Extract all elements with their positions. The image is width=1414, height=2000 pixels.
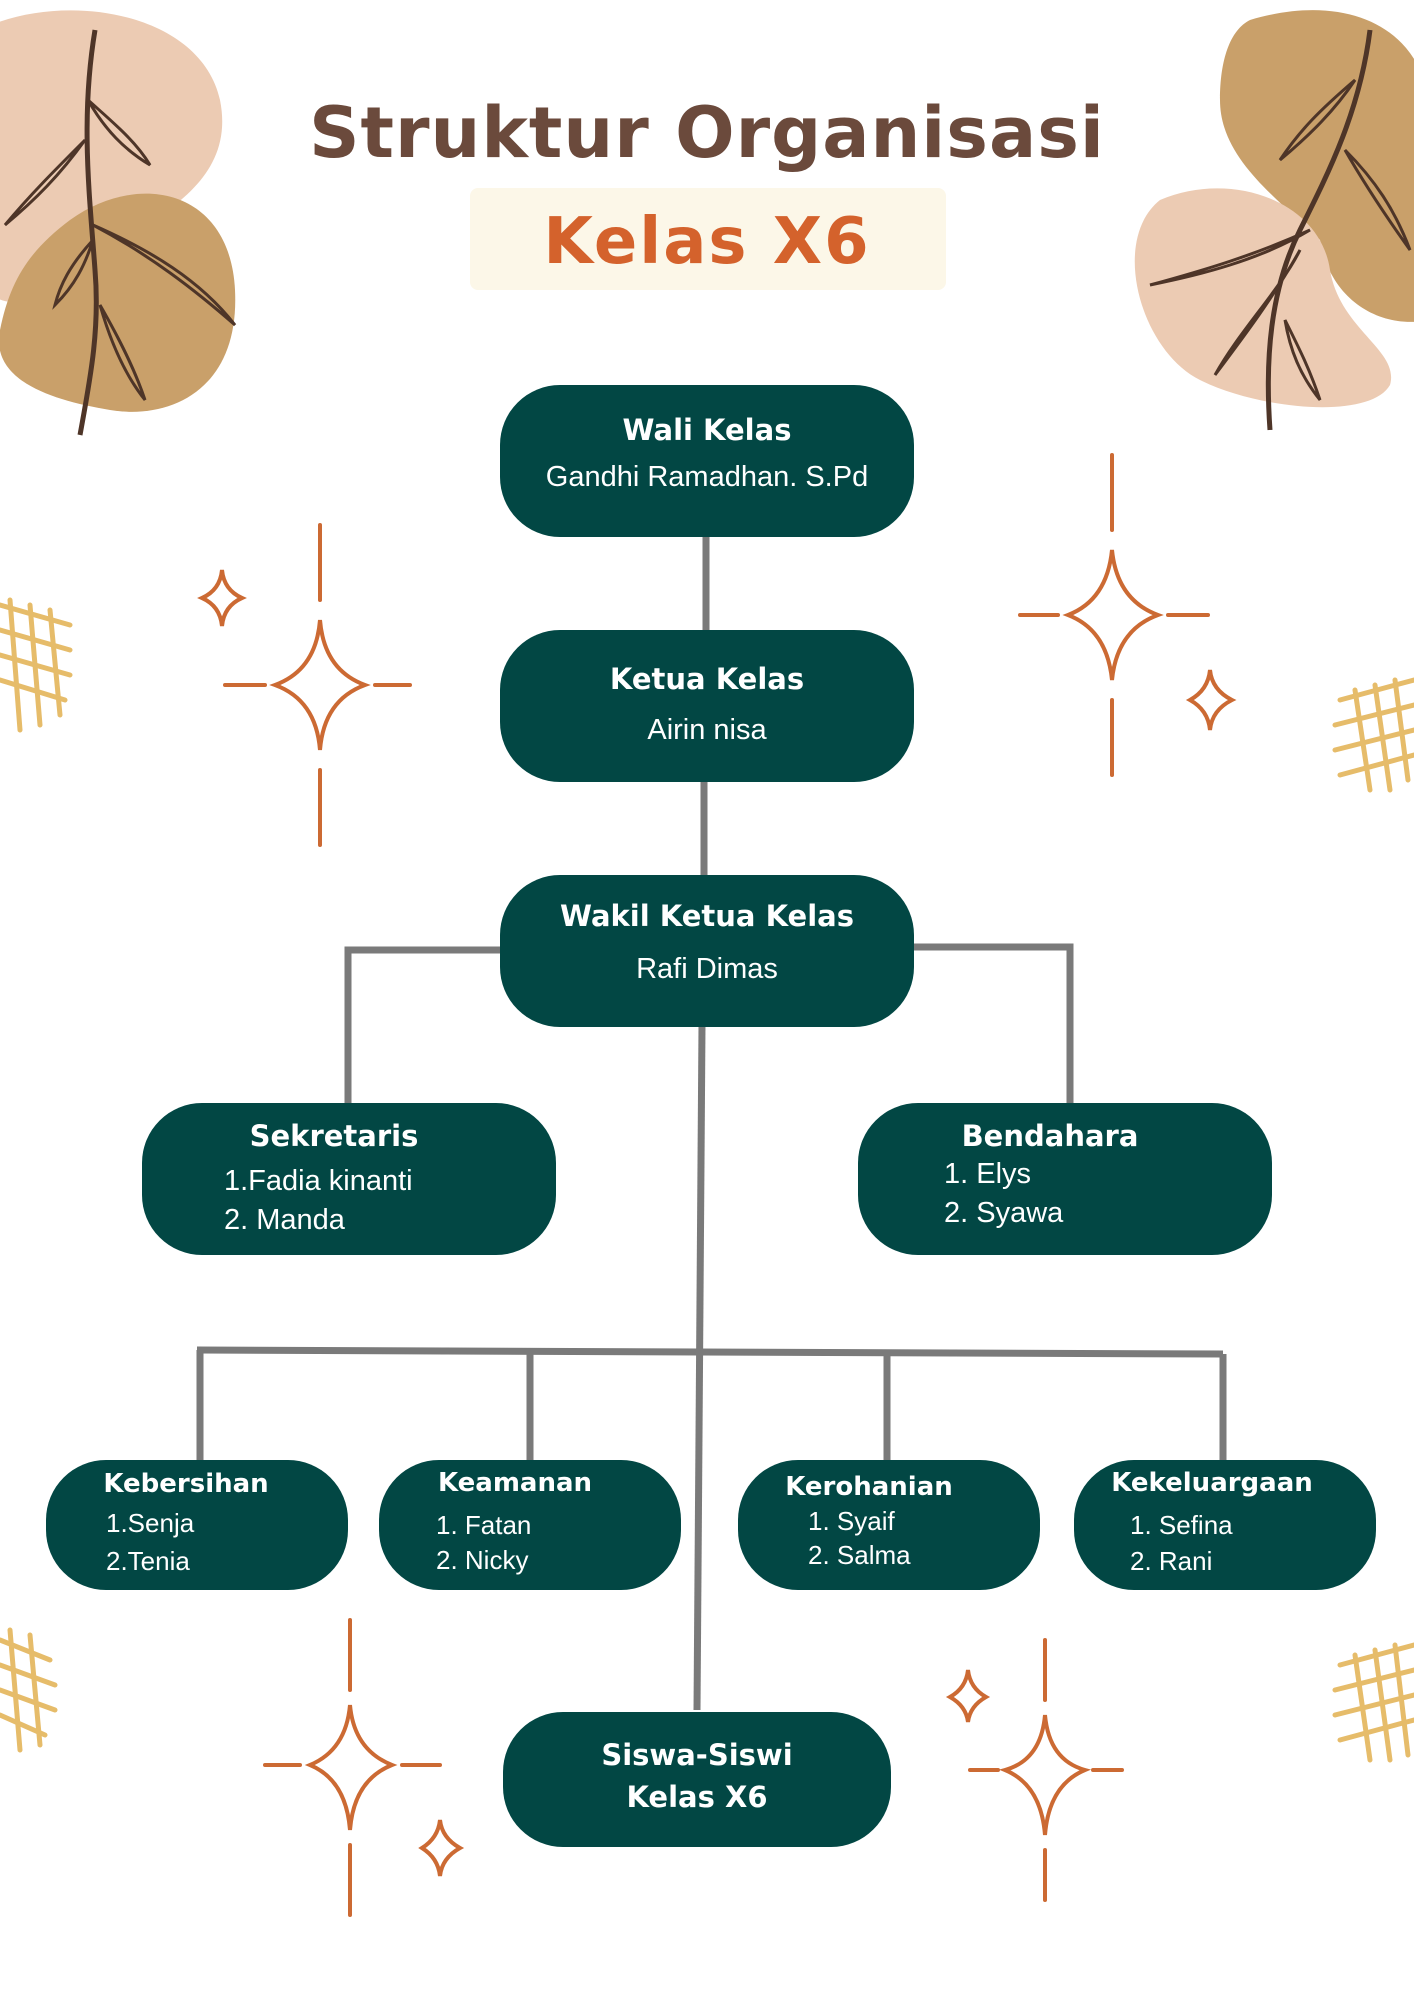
page-title: Struktur Organisasi bbox=[309, 92, 1105, 174]
sparkle-icon bbox=[263, 1618, 442, 1917]
node-title: Wakil Ketua Kelas bbox=[560, 899, 854, 933]
sparkle-icon bbox=[223, 523, 412, 847]
node-title-line-1: Siswa-Siswi bbox=[601, 1738, 793, 1772]
node-title: Sekretaris bbox=[249, 1119, 419, 1153]
page-subtitle: Kelas X6 bbox=[543, 205, 871, 279]
node-bendahara: Bendahara 1. Elys 2. Syawa bbox=[858, 1103, 1272, 1255]
node-kekeluargaan: Kekeluargaan 1. Sefina 2. Rani bbox=[1074, 1460, 1376, 1590]
node-wakil-ketua-kelas: Wakil Ketua Kelas Rafi Dimas bbox=[500, 875, 914, 1027]
sparkle-icon bbox=[968, 1638, 1124, 1902]
sparkle-icon bbox=[1185, 669, 1237, 731]
node-member: 2. Syawa bbox=[944, 1197, 1064, 1229]
node-member: 1.Fadia kinanti bbox=[224, 1165, 413, 1197]
node-title: Kebersihan bbox=[103, 1469, 269, 1499]
node-title-line-2: Kelas X6 bbox=[626, 1780, 768, 1814]
lattice-icon bbox=[0, 1627, 58, 1753]
subtitle-ribbon bbox=[470, 188, 946, 290]
node-title: Keamanan bbox=[437, 1468, 593, 1498]
node-member: 2.Tenia bbox=[106, 1546, 190, 1576]
node-keamanan: Keamanan 1. Fatan 2. Nicky bbox=[379, 1460, 681, 1590]
node-member: 1. Syaif bbox=[808, 1506, 895, 1536]
node-wali-kelas: Wali Kelas Gandhi Ramadhan. S.Pd bbox=[500, 385, 914, 537]
node-title: Ketua Kelas bbox=[609, 662, 805, 696]
node-kebersihan: Kebersihan 1.Senja 2.Tenia bbox=[46, 1460, 348, 1590]
leaf-branch-icon-top-right bbox=[1134, 10, 1414, 431]
node-title: Kekeluargaan bbox=[1111, 1468, 1313, 1498]
sparkle-icon bbox=[418, 1819, 465, 1877]
lattice-icon bbox=[0, 597, 73, 733]
node-member: 2. Manda bbox=[224, 1204, 345, 1236]
sparkle-icon bbox=[945, 1669, 991, 1723]
node-member: 1. Sefina bbox=[1130, 1510, 1233, 1540]
node-siswa-siswi: Siswa-Siswi Kelas X6 bbox=[503, 1712, 891, 1847]
lattice-icon bbox=[1332, 677, 1414, 793]
node-title: Wali Kelas bbox=[622, 413, 792, 447]
leaf-branch-icon-top-left bbox=[0, 10, 237, 436]
node-member: Airin nisa bbox=[647, 714, 767, 746]
sparkle-icon bbox=[197, 569, 247, 627]
node-kerohanian: Kerohanian 1. Syaif 2. Salma bbox=[738, 1460, 1040, 1590]
node-title: Kerohanian bbox=[785, 1472, 953, 1502]
node-member: 2. Rani bbox=[1130, 1546, 1213, 1576]
sparkle-icon bbox=[1018, 453, 1210, 777]
node-member: 2. Nicky bbox=[436, 1545, 529, 1575]
node-member: 1. Elys bbox=[944, 1158, 1032, 1190]
node-member: 2. Salma bbox=[808, 1540, 911, 1570]
node-member: 1. Fatan bbox=[436, 1510, 532, 1540]
node-member: 1.Senja bbox=[106, 1508, 195, 1538]
node-member: Gandhi Ramadhan. S.Pd bbox=[545, 461, 869, 493]
lattice-icon bbox=[1332, 1642, 1414, 1763]
node-member: Rafi Dimas bbox=[636, 953, 778, 985]
node-sekretaris: Sekretaris 1.Fadia kinanti 2. Manda bbox=[142, 1103, 556, 1255]
node-title: Bendahara bbox=[961, 1119, 1139, 1153]
node-ketua-kelas: Ketua Kelas Airin nisa bbox=[500, 630, 914, 782]
org-connectors bbox=[196, 535, 1227, 1711]
